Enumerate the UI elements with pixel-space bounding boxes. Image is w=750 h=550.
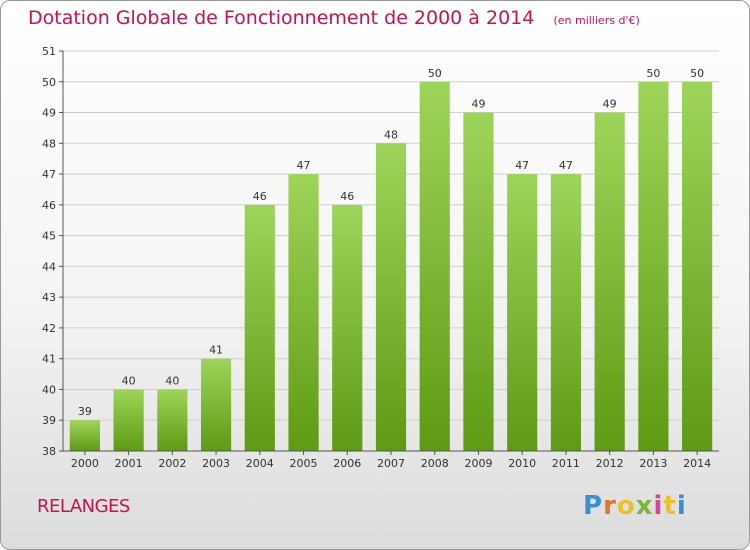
bars: 39 40 40 41 46 47 46 48 50 49 47 47 49 50 50 [69, 67, 713, 452]
x-tick-label: 2000 [71, 457, 99, 470]
bar [113, 389, 144, 451]
bar-value-label: 47 [515, 159, 529, 172]
chart-unit: (en milliers d'€) [553, 14, 640, 27]
bar [638, 81, 669, 452]
bar [200, 358, 232, 451]
y-tick-label: 48 [42, 137, 56, 150]
y-tick-label: 44 [42, 260, 56, 273]
proxiti-logo[interactable]: Proxiti [583, 491, 687, 521]
x-tick-label: 2013 [639, 457, 667, 470]
y-tick-label: 42 [42, 322, 56, 335]
bar [594, 112, 625, 452]
bar [463, 112, 494, 452]
commune-name: RELANGES [37, 496, 130, 517]
bar-value-label: 46 [253, 190, 267, 203]
x-tick-label: 2009 [464, 457, 492, 470]
chart-title: Dotation Globale de Fonctionnement de 20… [28, 7, 535, 29]
bar [419, 81, 450, 452]
bar-value-label: 50 [646, 67, 660, 80]
bar [682, 81, 713, 452]
x-tick-label: 2011 [552, 457, 580, 470]
x-tick-label: 2007 [377, 457, 405, 470]
bar [507, 174, 538, 452]
y-tick-label: 38 [42, 445, 56, 458]
bar-value-label: 47 [559, 159, 573, 172]
bar-value-label: 50 [690, 67, 704, 80]
title-row: Dotation Globale de Fonctionnement de 20… [28, 7, 640, 29]
bar-value-label: 50 [428, 67, 442, 80]
y-tick-label: 46 [42, 199, 56, 212]
bar [332, 204, 363, 451]
y-tick-label: 49 [42, 107, 56, 120]
bar [550, 174, 582, 452]
axes: 38 39 40 41 42 43 44 45 46 47 48 49 50 51 2000 2001 2002… [42, 45, 719, 470]
x-tick-label: 2004 [246, 457, 274, 470]
y-tick-label: 40 [42, 383, 56, 396]
y-tick-label: 43 [42, 291, 56, 304]
bar [244, 204, 275, 451]
x-tick-label: 2002 [158, 457, 186, 470]
bar-value-label: 46 [340, 190, 354, 203]
bar-value-label: 39 [78, 405, 92, 418]
x-tick-label: 2006 [333, 457, 361, 470]
bar [288, 174, 319, 452]
y-tick-label: 50 [42, 76, 56, 89]
bar [375, 143, 407, 452]
y-tick-label: 51 [42, 45, 56, 58]
bar-value-label: 40 [165, 374, 179, 387]
y-tick-label: 39 [42, 414, 56, 427]
bar-value-label: 47 [297, 159, 311, 172]
y-tick-label: 47 [42, 168, 56, 181]
bar-value-label: 49 [471, 98, 485, 111]
bar [69, 420, 100, 451]
x-tick-label: 2010 [508, 457, 536, 470]
bar-value-label: 40 [122, 374, 136, 387]
x-tick-label: 2014 [683, 457, 711, 470]
y-tick-label: 41 [42, 353, 56, 366]
x-tick-label: 2012 [596, 457, 624, 470]
y-tick-label: 45 [42, 230, 56, 243]
x-tick-label: 2001 [115, 457, 143, 470]
x-tick-label: 2003 [202, 457, 230, 470]
x-tick-label: 2005 [290, 457, 318, 470]
x-tick-label: 2008 [421, 457, 449, 470]
bar [157, 389, 188, 451]
bar-value-label: 41 [209, 344, 223, 357]
bar-value-label: 49 [603, 98, 617, 111]
bar-value-label: 48 [384, 128, 398, 141]
